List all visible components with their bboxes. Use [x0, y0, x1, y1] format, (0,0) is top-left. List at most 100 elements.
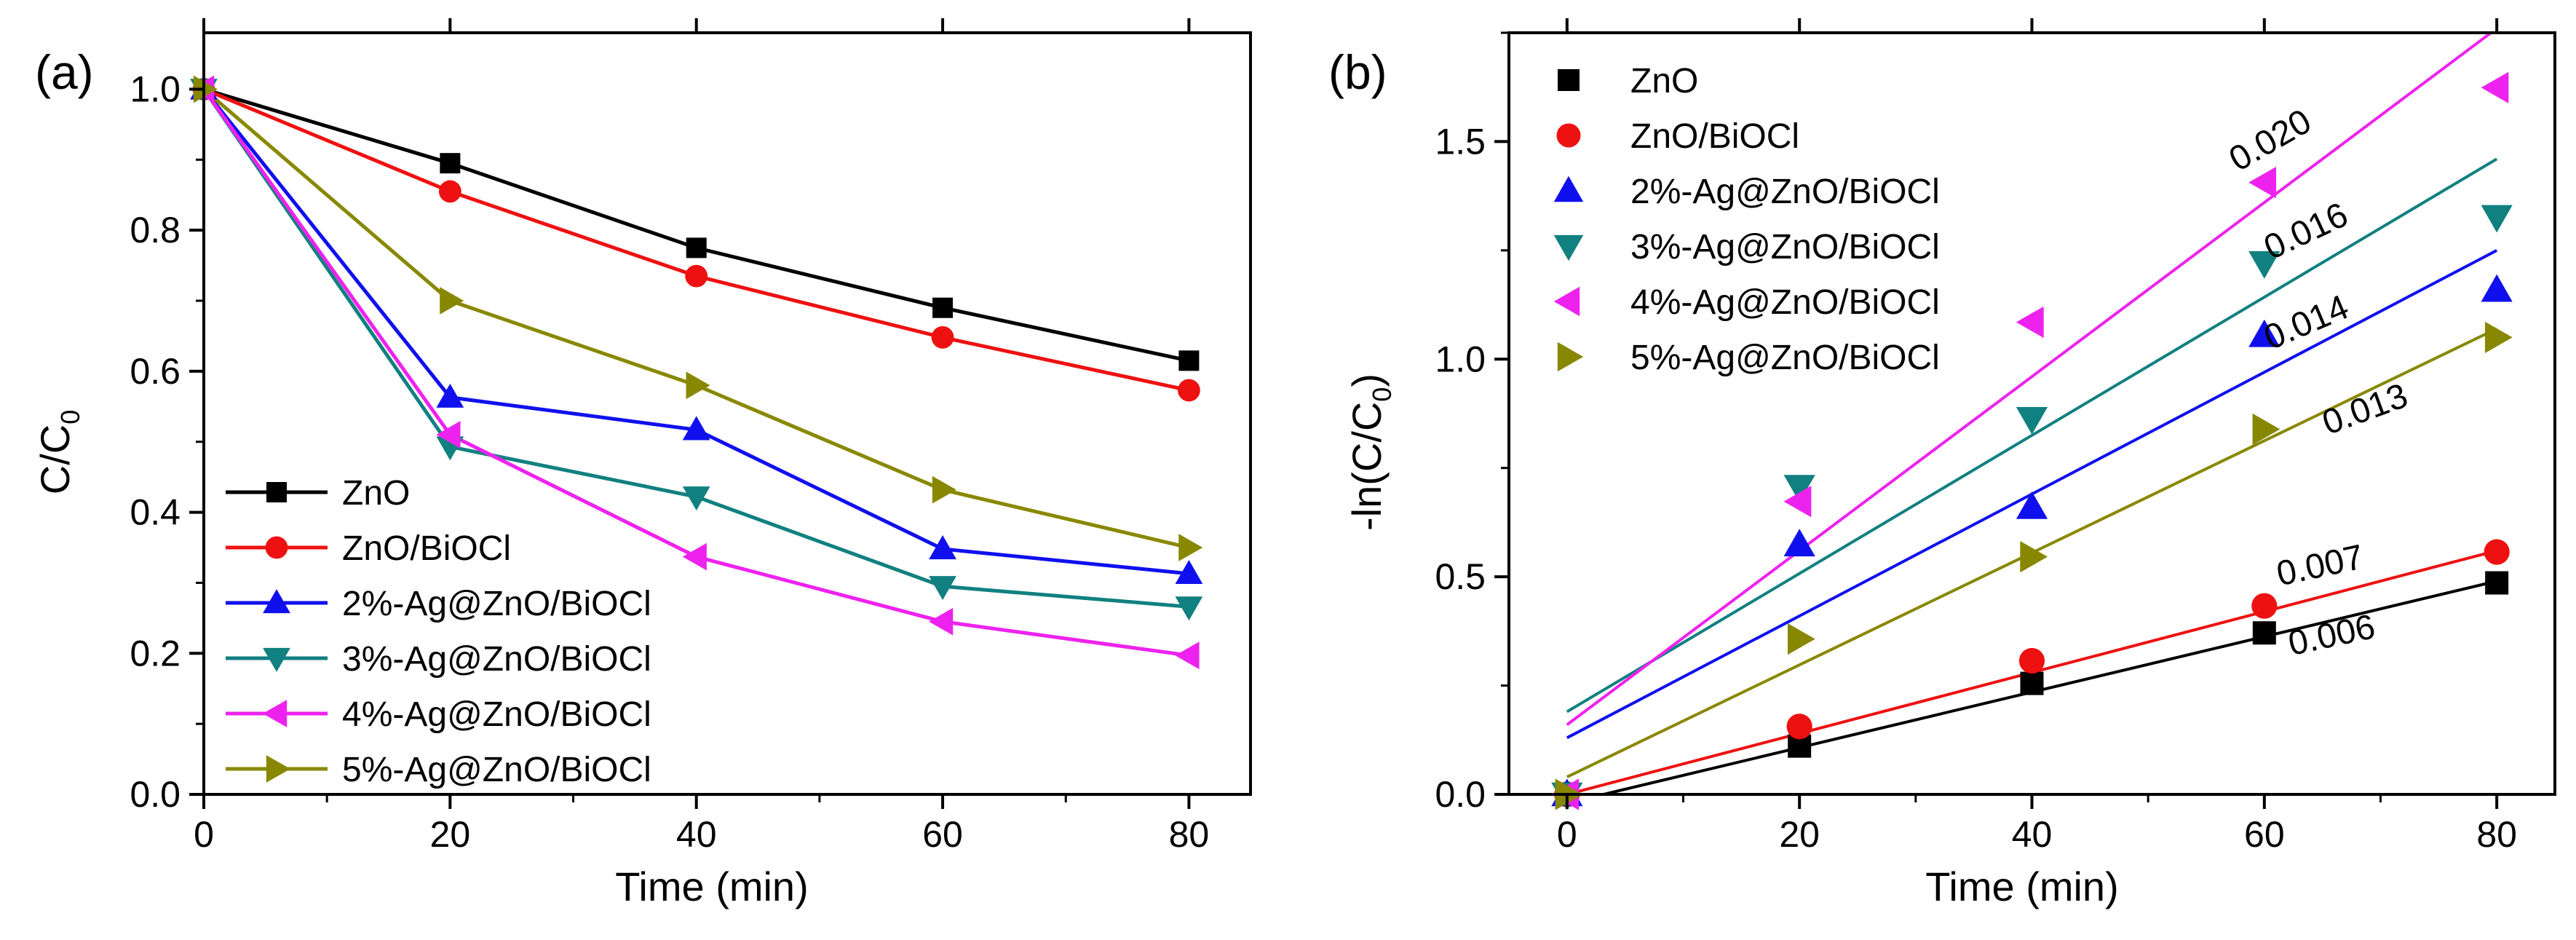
panel-b-x-tick-label-2: 40 [2012, 814, 2053, 855]
panel-b-y-tick-label-1: 0.5 [1435, 556, 1486, 597]
panel-b-point-5-1 [1787, 623, 1815, 655]
panel-a-legend-label-1: ZnO/BiOCl [342, 529, 511, 568]
panel-b-point-2-2 [2016, 491, 2048, 519]
panel-a-point-5-4 [1178, 534, 1203, 561]
panel-a-point-0-2 [686, 237, 707, 258]
panel-a-legend-label-0: ZnO [342, 474, 410, 513]
panel-b-point-1-1 [1786, 714, 1812, 740]
panel-a-x-tick-label-0: 0 [194, 814, 214, 855]
panel-b-legend-label-0: ZnO [1630, 62, 1698, 100]
panel-b-point-4-3 [2248, 167, 2277, 199]
panel-a-point-2-4 [1175, 559, 1203, 585]
panel-a-legend-marker-0 [266, 482, 287, 502]
panel-b-legend-label-5: 5%-Ag@ZnO/BiOCl [1630, 339, 1940, 377]
panel-b-point-0-3 [2252, 621, 2276, 645]
panel-b-y-tick-label-2: 1.0 [1435, 339, 1486, 379]
panel-b-y-tick-label-3: 1.5 [1435, 121, 1486, 162]
panel-a-y-tick-label-5: 1.0 [130, 68, 181, 109]
panel-b-legend-marker-1 [1556, 123, 1581, 148]
panel-a-point-0-1 [440, 153, 461, 174]
panel-a-y-tick-label-4: 0.8 [130, 210, 181, 250]
panel-a-point-3-3 [929, 576, 956, 601]
panel-a-y-label-main: C/C [32, 424, 78, 494]
panel-a-legend-marker-1 [265, 536, 288, 559]
panel-b-point-3-2 [2016, 406, 2048, 435]
panel-b-legend-label-4: 4%-Ag@ZnO/BiOCl [1630, 283, 1940, 322]
panel-a-point-4-1 [436, 421, 461, 449]
panel-b-chart: (b) 0.006 0.007 0.014 0.016 0.020 0.013 0 20 40… [1328, 18, 2556, 909]
panel-b-x-tick-label-3: 60 [2244, 814, 2285, 855]
panel-b-slope-label-0: 0.006 [2285, 607, 2379, 663]
panel-a-y-tick-label-2: 0.4 [130, 492, 181, 533]
panel-a-point-4-2 [682, 542, 707, 571]
panel-b-point-4-4 [2481, 71, 2509, 103]
panel-b-slope-label-1: 0.007 [2273, 538, 2367, 594]
panel-a-point-3-4 [1175, 596, 1203, 621]
panel-b-y-label-main: -ln(C/C [1344, 402, 1390, 531]
panel-b-point-3-3 [2248, 250, 2280, 279]
panel-a-x-tick-label-2: 40 [676, 814, 717, 855]
panel-b-y-label-end: ) [1344, 374, 1390, 387]
panel-b-legend-label-1: ZnO/BiOCl [1630, 117, 1799, 156]
panel-b-legend-label-3: 3%-Ag@ZnO/BiOCl [1630, 228, 1940, 266]
panel-b-fit-line-3 [1566, 157, 2498, 714]
panel-a-point-1-3 [931, 326, 954, 349]
panel-a-y-tick-label-0: 0.0 [130, 774, 181, 815]
panel-b-slope-label-3: 0.016 [2259, 195, 2354, 267]
panel-b-legend: ZnO ZnO/BiOCl 2%-Ag@ZnO/BiOCl 3%-Ag@ZnO/BiO… [1553, 62, 1940, 377]
panel-a-point-3-2 [682, 486, 710, 511]
panel-a-point-5-1 [440, 287, 464, 315]
panel-b-point-1-2 [2018, 647, 2045, 674]
panel-a-point-1-2 [685, 264, 708, 288]
panel-a-x-axis-label: Time (min) [615, 864, 808, 909]
panel-b-y-tick-label-0: 0.0 [1435, 774, 1486, 815]
panel-b-axes: 0 20 40 60 80 0.0 0.5 1.0 1.5 [1435, 18, 2556, 855]
panel-b-point-0-2 [2020, 671, 2044, 695]
panel-b-point-2-4 [2481, 274, 2513, 302]
panel-b-point-4-1 [1783, 486, 1812, 518]
panel-b-y-axis-label: -ln(C/C0) [1344, 374, 1397, 531]
panel-b-point-5-2 [2020, 541, 2048, 573]
panel-b-x-axis-label: Time (min) [1925, 864, 2118, 909]
panel-a-plot-frame [202, 31, 1252, 796]
panel-a-point-5-2 [686, 371, 710, 400]
panel-b-point-4-2 [2016, 306, 2044, 339]
panel-a-point-2-3 [929, 535, 956, 560]
panel-a-series-line-0 [203, 87, 1189, 363]
panel-a-point-4-3 [929, 607, 954, 636]
panel-a-x-tick-label-3: 60 [922, 814, 963, 855]
panel-a-marks [190, 75, 1203, 670]
panel-a-legend-label-5: 5%-Ag@ZnO/BiOCl [342, 751, 651, 789]
panel-a-point-2-2 [682, 416, 710, 441]
panel-b-legend-marker-4 [1553, 286, 1580, 317]
panel-b-point-1-3 [2251, 593, 2278, 619]
panel-a-x-tick-label-1: 20 [430, 814, 471, 855]
panel-a-legend-marker-3 [263, 647, 290, 672]
panel-a-legend-label-2: 2%-Ag@ZnO/BiOCl [342, 585, 651, 623]
panel-b-point-5-4 [2484, 321, 2513, 353]
panel-a-point-5-3 [932, 475, 956, 504]
panel-a-series-line-4 [202, 88, 1189, 657]
panel-b-slope-label-2: 0.014 [2259, 288, 2354, 358]
panel-a-y-tick-label-3: 0.6 [130, 351, 181, 392]
panel-b-legend-marker-5 [1557, 341, 1584, 372]
panel-b-x-tick-label-0: 0 [1557, 814, 1577, 855]
panel-a-point-1-4 [1178, 379, 1200, 402]
panel-a-point-0-3 [932, 297, 954, 318]
panel-b-legend-label-2: 2%-Ag@ZnO/BiOCl [1630, 173, 1940, 211]
panel-a-y-axis-label: C/C0 [32, 410, 85, 494]
panel-b-fit-line-4 [1566, 33, 2494, 726]
panel-b-point-2-3 [2248, 319, 2280, 347]
panel-a-legend-marker-4 [263, 700, 288, 727]
panel-a-legend-marker-2 [263, 589, 290, 614]
panel-b-legend-marker-0 [1558, 69, 1580, 91]
panel-a-legend-label-4: 4%-Ag@ZnO/BiOCl [342, 695, 651, 734]
panel-b-point-5-3 [2252, 413, 2280, 446]
panel-a-legend-marker-5 [266, 755, 290, 783]
panel-b-point-1-4 [2484, 539, 2510, 565]
panel-a-label: (a) [35, 45, 94, 99]
panel-b-legend-marker-3 [1553, 234, 1584, 261]
panel-b-slope-label-5: 0.013 [2318, 376, 2413, 443]
panel-a-point-0-4 [1178, 350, 1200, 371]
